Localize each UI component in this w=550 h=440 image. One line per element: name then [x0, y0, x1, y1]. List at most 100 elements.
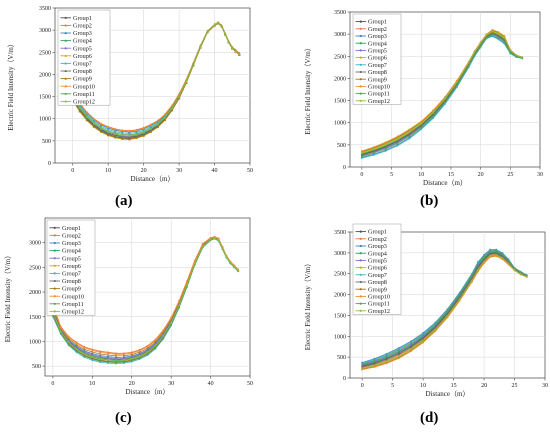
x-axis-title: Distance（m） — [131, 175, 175, 183]
data-point — [99, 355, 102, 358]
legend-marker — [359, 49, 362, 52]
legend-marker — [64, 24, 68, 27]
legend-entry: Group12 — [368, 98, 390, 105]
data-point — [422, 333, 425, 336]
data-point — [92, 122, 96, 125]
legend-entry: Group9 — [62, 286, 81, 293]
data-point — [361, 365, 364, 368]
y-axis-title: Electric Field Intensity（V/m） — [304, 44, 312, 135]
chart-panel-d: 0 5 10 15 20 25 30 0 500 1000 1500 2000 2500 3000 3500… — [304, 223, 548, 398]
y-tick-label: 3500 — [334, 230, 346, 236]
data-point — [83, 352, 86, 355]
data-point — [122, 353, 125, 356]
chart-panel-b: 0 5 10 15 20 25 30 0 500 1000 1500 2000 2500 3000 3500… — [304, 10, 543, 187]
legend-marker — [64, 16, 68, 19]
data-point — [78, 109, 82, 113]
data-point — [78, 106, 82, 109]
data-point — [396, 142, 399, 145]
data-point — [201, 245, 204, 248]
data-point — [470, 279, 473, 282]
data-point — [397, 349, 400, 351]
data-point — [146, 353, 149, 356]
data-point — [83, 355, 86, 358]
data-point — [458, 293, 461, 296]
x-tick-label: 5 — [391, 383, 394, 389]
data-point — [99, 124, 103, 128]
x-tick-label: 50 — [247, 381, 253, 387]
data-point — [477, 266, 479, 269]
y-tick-label: 1000 — [334, 334, 346, 340]
legend-marker — [359, 302, 362, 305]
y-axis-title: Electric Field Intensity（V/m） — [4, 252, 12, 343]
legend-marker — [359, 280, 362, 284]
y-tick-label: 2500 — [334, 54, 346, 60]
data-point — [99, 360, 102, 362]
data-point — [372, 152, 375, 154]
data-point — [67, 337, 70, 340]
legend-entry: Group3 — [62, 240, 81, 247]
legend-marker — [359, 244, 362, 248]
legend-entry: Group4 — [368, 250, 387, 257]
data-point — [497, 35, 500, 37]
y-tick-label: 1500 — [39, 95, 51, 101]
data-point — [396, 140, 399, 143]
y-tick-label: 2500 — [39, 50, 51, 56]
legend-marker — [359, 85, 362, 88]
data-point — [420, 124, 423, 127]
data-point — [397, 355, 400, 358]
y-tick-label: 1500 — [334, 313, 346, 319]
data-point — [149, 127, 152, 130]
y-axis-title: Electric Field Intensity（V/m） — [7, 40, 15, 131]
legend-marker — [359, 20, 362, 23]
legend-entry: Group9 — [368, 76, 387, 83]
data-point — [220, 24, 223, 27]
data-point — [67, 341, 70, 344]
data-point — [92, 117, 96, 121]
data-point — [503, 36, 506, 39]
y-tick-label: 0 — [48, 161, 51, 167]
data-point — [221, 247, 224, 250]
legend-marker — [53, 234, 56, 237]
legend-marker — [53, 249, 56, 252]
legend-entry: Group4 — [368, 40, 387, 47]
data-point — [75, 346, 78, 349]
data-point — [360, 151, 363, 154]
data-point — [497, 32, 500, 35]
data-point — [156, 125, 160, 128]
x-tick-label: 30 — [176, 168, 182, 174]
data-point — [483, 255, 485, 258]
legend-entry: Group4 — [62, 248, 81, 255]
data-point — [489, 250, 492, 252]
data-point — [106, 130, 110, 133]
legend-marker — [53, 241, 56, 245]
y-tick-label: 3000 — [39, 28, 51, 34]
legend-marker — [64, 77, 68, 80]
data-point — [99, 127, 103, 130]
data-point — [229, 261, 232, 264]
data-point — [170, 317, 173, 320]
data-point — [201, 243, 204, 245]
data-point — [91, 355, 94, 358]
data-point — [154, 347, 157, 349]
series-group10 — [360, 28, 524, 152]
legend-marker — [53, 302, 56, 305]
legend-marker — [359, 237, 362, 240]
data-point — [184, 80, 188, 83]
data-point — [234, 49, 238, 52]
data-point — [360, 154, 363, 156]
data-point — [489, 253, 492, 255]
data-point — [408, 137, 411, 140]
data-point — [491, 28, 494, 31]
x-tick-label: 15 — [448, 172, 454, 178]
legend-entry: Group5 — [368, 48, 387, 55]
data-point — [146, 347, 149, 350]
data-point — [372, 150, 375, 153]
data-point — [85, 111, 89, 114]
data-point — [360, 150, 363, 152]
data-point — [237, 269, 240, 272]
legend-entry: Group11 — [73, 91, 95, 98]
data-point — [444, 103, 446, 106]
y-tick-label: 2500 — [334, 272, 346, 278]
legend-marker — [53, 295, 56, 298]
legend-marker — [64, 69, 68, 72]
